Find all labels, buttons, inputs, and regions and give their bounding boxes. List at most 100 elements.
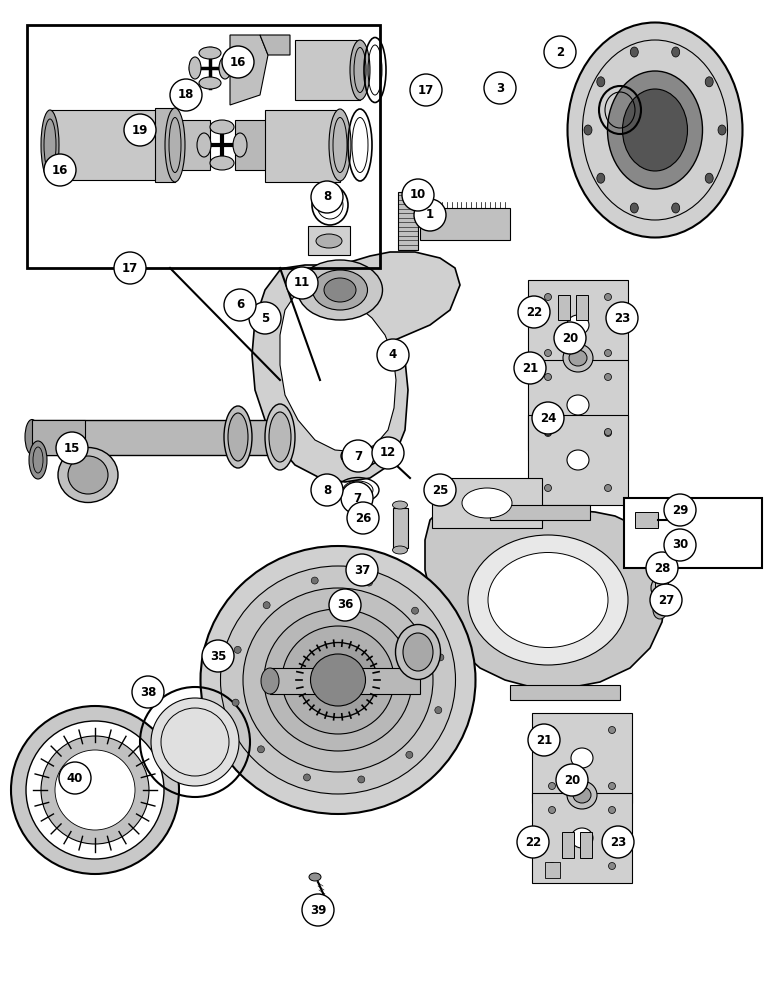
Circle shape (544, 36, 576, 68)
Text: 8: 8 (323, 484, 331, 496)
Circle shape (372, 437, 404, 469)
Text: 10: 10 (410, 188, 426, 202)
Polygon shape (50, 110, 165, 180)
Polygon shape (545, 862, 560, 878)
Ellipse shape (567, 22, 743, 237)
Polygon shape (374, 444, 390, 458)
Polygon shape (180, 120, 210, 170)
Text: 29: 29 (672, 504, 688, 516)
Ellipse shape (548, 782, 556, 790)
Ellipse shape (604, 373, 611, 380)
Ellipse shape (563, 344, 593, 372)
Circle shape (377, 339, 409, 371)
Ellipse shape (58, 448, 118, 502)
Ellipse shape (567, 781, 597, 809)
Ellipse shape (604, 428, 611, 436)
Polygon shape (252, 252, 460, 482)
Ellipse shape (672, 47, 679, 57)
Ellipse shape (622, 89, 688, 171)
Text: 38: 38 (140, 686, 156, 698)
Ellipse shape (41, 736, 149, 844)
Text: 22: 22 (525, 836, 541, 848)
Polygon shape (270, 668, 420, 694)
Ellipse shape (228, 413, 248, 461)
Ellipse shape (630, 203, 638, 213)
Ellipse shape (597, 173, 604, 183)
Polygon shape (528, 415, 628, 505)
Text: 11: 11 (294, 276, 310, 290)
Text: 21: 21 (536, 734, 552, 746)
Ellipse shape (608, 862, 615, 869)
Polygon shape (528, 280, 628, 370)
Circle shape (311, 474, 343, 506)
Ellipse shape (544, 373, 551, 380)
Ellipse shape (392, 501, 408, 509)
Circle shape (311, 181, 343, 213)
Ellipse shape (395, 624, 441, 680)
Ellipse shape (199, 47, 221, 59)
Circle shape (56, 432, 88, 464)
Text: 8: 8 (323, 190, 331, 204)
Ellipse shape (488, 552, 608, 648)
Text: 12: 12 (380, 446, 396, 460)
Ellipse shape (210, 156, 234, 170)
Ellipse shape (243, 588, 433, 772)
Ellipse shape (313, 270, 367, 310)
Circle shape (664, 494, 696, 526)
Circle shape (424, 474, 456, 506)
Ellipse shape (11, 706, 179, 874)
Circle shape (606, 302, 638, 334)
Text: 7: 7 (353, 491, 361, 504)
Ellipse shape (309, 873, 321, 881)
Circle shape (514, 352, 546, 384)
Ellipse shape (210, 120, 234, 134)
Circle shape (517, 826, 549, 858)
Polygon shape (398, 192, 418, 250)
Ellipse shape (324, 278, 356, 302)
Polygon shape (532, 793, 632, 883)
Circle shape (518, 296, 550, 328)
Ellipse shape (269, 412, 291, 462)
Ellipse shape (608, 806, 615, 814)
Ellipse shape (567, 395, 589, 415)
Ellipse shape (265, 404, 295, 470)
Circle shape (410, 74, 442, 106)
Ellipse shape (25, 420, 39, 454)
Ellipse shape (604, 350, 611, 357)
Ellipse shape (26, 721, 164, 859)
Ellipse shape (548, 726, 556, 734)
Circle shape (224, 289, 256, 321)
Text: 16: 16 (52, 163, 68, 176)
Ellipse shape (608, 782, 615, 790)
Circle shape (124, 114, 156, 146)
Ellipse shape (584, 125, 592, 135)
Ellipse shape (263, 602, 270, 609)
Ellipse shape (406, 751, 413, 758)
Text: 22: 22 (526, 306, 542, 318)
Ellipse shape (573, 787, 591, 803)
Polygon shape (32, 420, 85, 455)
Polygon shape (510, 685, 620, 700)
Polygon shape (532, 713, 632, 803)
Text: 18: 18 (178, 89, 195, 102)
Ellipse shape (341, 445, 379, 467)
Ellipse shape (435, 707, 442, 714)
Ellipse shape (705, 77, 713, 87)
Text: 17: 17 (418, 84, 434, 97)
Ellipse shape (295, 279, 309, 297)
Ellipse shape (303, 774, 310, 781)
Polygon shape (143, 123, 153, 133)
Circle shape (222, 46, 254, 78)
Ellipse shape (651, 577, 669, 599)
Ellipse shape (282, 626, 394, 734)
Polygon shape (528, 360, 628, 450)
Ellipse shape (165, 108, 185, 182)
Ellipse shape (151, 698, 239, 786)
Text: 17: 17 (122, 261, 138, 274)
Circle shape (484, 72, 516, 104)
Ellipse shape (468, 535, 628, 665)
Ellipse shape (224, 406, 252, 468)
Polygon shape (230, 35, 268, 105)
Polygon shape (420, 208, 510, 240)
Text: 6: 6 (236, 298, 244, 312)
